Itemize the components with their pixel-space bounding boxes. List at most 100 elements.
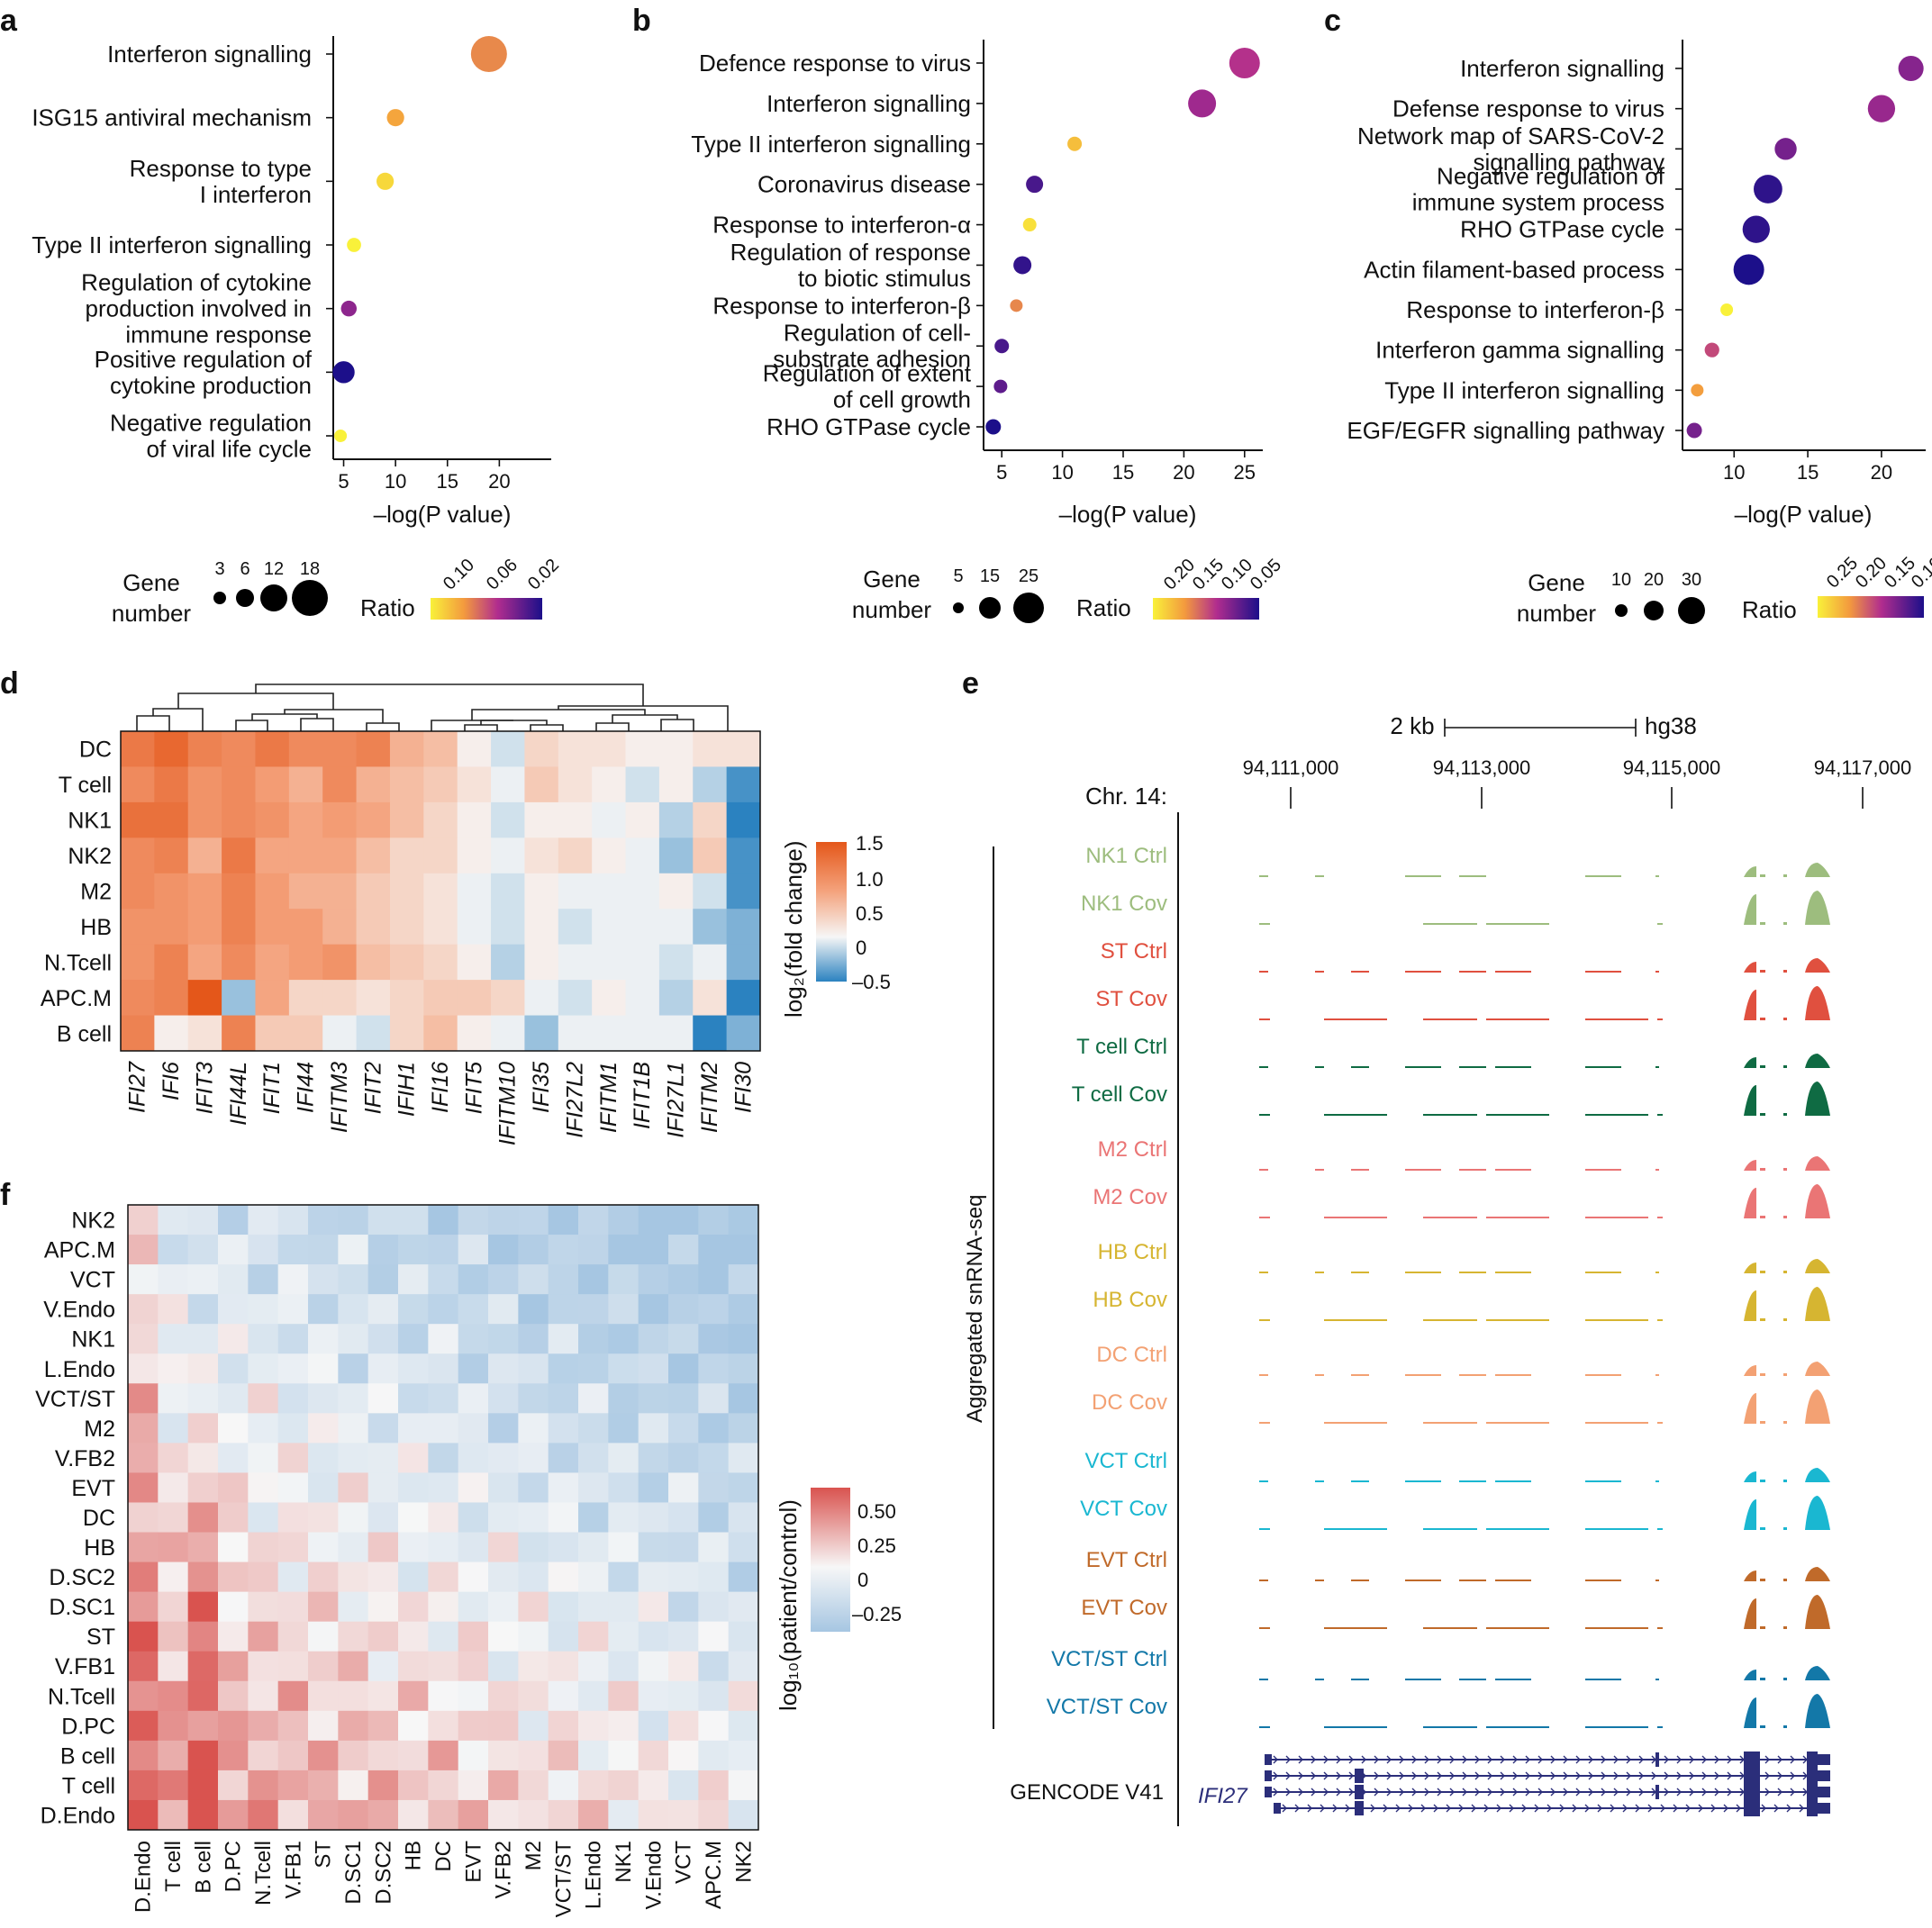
heatmap-cell [668, 1205, 699, 1236]
heatmap-cell [638, 1264, 669, 1295]
term-dot [1013, 256, 1032, 275]
heatmap-cell [458, 1502, 489, 1534]
heatmap-cell [158, 1264, 189, 1295]
strand-arrow [1622, 1804, 1628, 1813]
heatmap-cell [154, 909, 189, 946]
heatmap-cell [121, 944, 155, 981]
term-label: Coronavirus disease [757, 171, 971, 198]
heatmap-cell [187, 944, 222, 981]
strand-arrow [1307, 1804, 1312, 1813]
heatmap-cell [578, 1561, 609, 1593]
heatmap-cell [668, 1591, 699, 1623]
strand-arrow [1285, 1788, 1291, 1797]
coverage-segment [1259, 875, 1268, 877]
heatmap-cell [218, 1680, 249, 1712]
column-label: DC [431, 1841, 456, 1872]
heatmap-cell [428, 1532, 459, 1563]
row-label: VCT [70, 1268, 115, 1293]
coverage-peak [1805, 863, 1830, 877]
heatmap-cell [698, 1680, 730, 1712]
strand-arrow [1311, 1755, 1316, 1764]
heatmap-cell [255, 766, 290, 803]
row-label: NK1 [68, 809, 112, 834]
heatmap-cell [398, 1502, 429, 1534]
colorbar [811, 1488, 850, 1632]
coverage-segment [1585, 1374, 1621, 1376]
heatmap-cell [558, 909, 593, 946]
strand-arrow [1689, 1788, 1694, 1797]
coverage-segment [1259, 1528, 1270, 1530]
heatmap-cell [308, 1264, 339, 1295]
heatmap-cell [728, 1799, 759, 1831]
heatmap-cell [356, 944, 391, 981]
strand-arrow [1664, 1755, 1669, 1764]
coverage-peak [1805, 1082, 1830, 1116]
strand-arrow [1736, 1804, 1741, 1813]
term-label: Regulation of cytokine [81, 269, 312, 296]
heatmap-cell [255, 909, 290, 946]
heatmap-cell [128, 1413, 159, 1444]
exon [1818, 1803, 1830, 1814]
heatmap-cell [322, 980, 358, 1017]
heatmap-cell [398, 1799, 429, 1831]
coverage-segment [1760, 1271, 1765, 1273]
strand-arrow [1664, 1771, 1669, 1780]
heatmap-cell [356, 801, 391, 838]
panel-label-c: c [1324, 4, 1341, 38]
heatmap-cell [638, 1502, 669, 1534]
coverage-segment [1259, 923, 1270, 925]
heatmap-cell [592, 766, 627, 803]
dotplot-b: Defence response to virus Interferon sign… [691, 40, 1285, 623]
heatmap-cell [668, 1472, 699, 1503]
term-dot [376, 172, 395, 190]
strand-arrow [1777, 1771, 1782, 1780]
coverage-segment [1657, 1422, 1663, 1424]
heatmap-cell [367, 1353, 399, 1384]
strand-arrow [1285, 1771, 1291, 1780]
strand-arrow [1449, 1755, 1455, 1764]
coverage-segment [1495, 1679, 1531, 1680]
coverage-peak [1744, 1471, 1756, 1482]
coverage-peak [1805, 1259, 1830, 1273]
heatmap-cell [457, 1015, 492, 1052]
column-label: V.FB2 [492, 1841, 516, 1899]
coverage-peak [1805, 1595, 1830, 1629]
term-label: Network map of SARS-CoV-2 [1357, 122, 1664, 149]
heatmap-cell [277, 1680, 309, 1712]
track-label: T cell Cov [1072, 1082, 1167, 1107]
strand-arrow [1714, 1788, 1719, 1797]
coverage-segment [1783, 1373, 1787, 1376]
coverage-peak [1744, 1290, 1756, 1321]
term-dot [347, 238, 361, 252]
strand-arrow [1547, 1804, 1552, 1813]
heatmap-cell [698, 1294, 730, 1325]
heatmap-cell [698, 1413, 730, 1444]
heatmap-cell [488, 1680, 519, 1712]
heatmap-cell [356, 731, 391, 767]
heatmap-cell [187, 1015, 222, 1052]
heatmap-cell [608, 1324, 639, 1354]
coverage-segment [1655, 971, 1659, 973]
heatmap-cell [187, 1324, 219, 1354]
coverage-peak [1744, 1499, 1756, 1530]
strand-arrow [1323, 1788, 1329, 1797]
strand-arrow [1471, 1804, 1476, 1813]
heatmap-cell [625, 801, 660, 838]
coverage-segment [1655, 875, 1659, 877]
heatmap-cell [491, 766, 525, 803]
heatmap-cell [398, 1205, 429, 1236]
heatmap-cell [592, 1015, 627, 1052]
size-legend-dot [953, 602, 964, 613]
strand-arrow [1273, 1771, 1278, 1780]
exon [1744, 1751, 1760, 1768]
heatmap-cell [638, 1740, 669, 1771]
heatmap-cell [638, 1235, 669, 1265]
heatmap-cell [389, 909, 424, 946]
size-legend: Gene number 3 6 12 18 [112, 559, 328, 627]
heatmap-cell [338, 1264, 369, 1295]
heatmap-cell [308, 1740, 339, 1771]
coverage-segment [1486, 1114, 1549, 1116]
heatmap-cell [638, 1413, 669, 1444]
heatmap-cell [218, 1621, 249, 1652]
term-dot [1010, 299, 1023, 312]
